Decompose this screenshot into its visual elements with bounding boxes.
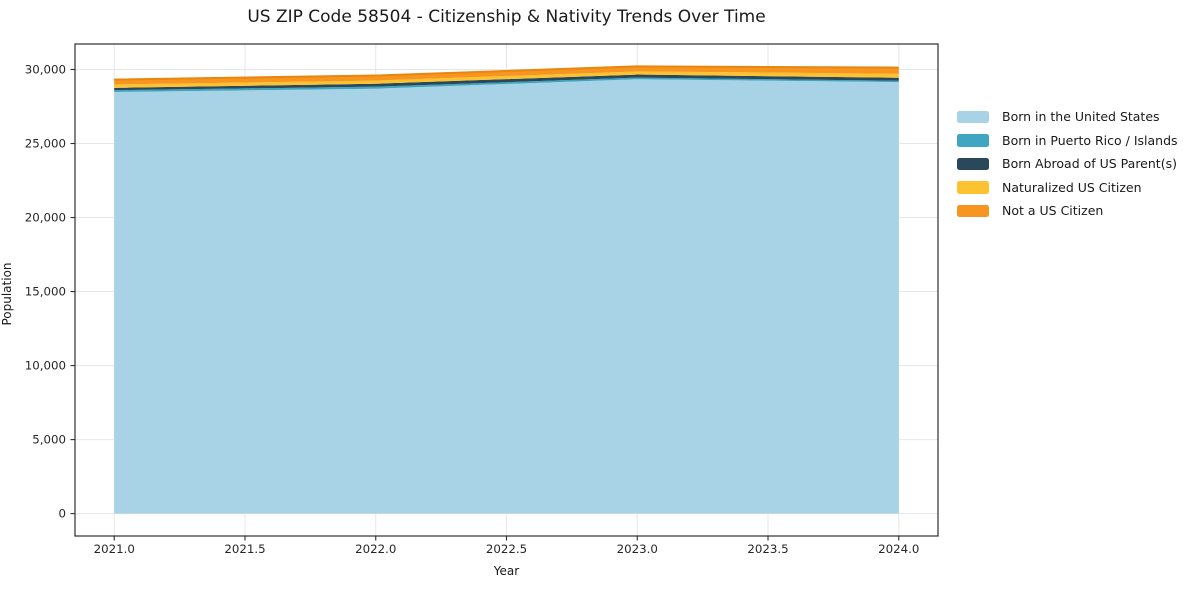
x-tick-label: 2022.5 xyxy=(486,542,527,556)
legend-label: Born Abroad of US Parent(s) xyxy=(1002,156,1177,172)
legend-item: Naturalized US Citizen xyxy=(957,176,1178,200)
x-axis-label: Year xyxy=(493,564,520,578)
legend-item: Born in Puerto Rico / Islands xyxy=(957,129,1178,153)
legend-swatch xyxy=(957,110,989,123)
legend-swatch xyxy=(957,204,989,217)
y-tick-label: 15,000 xyxy=(25,285,66,299)
x-tick-label: 2021.0 xyxy=(94,542,135,556)
x-tick-label: 2022.0 xyxy=(355,542,396,556)
area-series-2 xyxy=(114,74,899,91)
legend-label: Born in the United States xyxy=(1002,109,1160,125)
legend-swatch xyxy=(957,157,989,170)
legend-label: Naturalized US Citizen xyxy=(1002,179,1142,195)
y-tick-label: 0 xyxy=(58,507,66,521)
legend-item: Not a US Citizen xyxy=(957,199,1178,223)
y-tick-label: 20,000 xyxy=(25,211,66,225)
x-tick-label: 2021.5 xyxy=(224,542,265,556)
legend-label: Born in Puerto Rico / Islands xyxy=(1002,132,1178,148)
x-tick-label: 2024.0 xyxy=(878,542,919,556)
legend-item: Born Abroad of US Parent(s) xyxy=(957,152,1178,176)
y-tick-label: 30,000 xyxy=(25,62,66,76)
area-series-1 xyxy=(114,77,899,92)
chart-title: US ZIP Code 58504 - Citizenship & Nativi… xyxy=(247,7,766,27)
legend-swatch xyxy=(957,181,989,194)
y-tick-label: 25,000 xyxy=(25,137,66,151)
area-series-4 xyxy=(114,66,899,85)
legend-swatch xyxy=(957,134,989,147)
stack-top-line xyxy=(114,65,899,81)
y-tick-label: 10,000 xyxy=(25,359,66,373)
legend-label: Not a US Citizen xyxy=(1002,203,1104,219)
y-axis-label: Population xyxy=(0,262,14,326)
legend: Born in the United States Born in Puerto … xyxy=(957,105,1178,223)
area-series-0 xyxy=(114,79,899,514)
legend-item: Born in the United States xyxy=(957,105,1178,129)
y-tick-label: 5,000 xyxy=(32,433,66,447)
x-tick-label: 2023.5 xyxy=(747,542,788,556)
x-tick-label: 2023.0 xyxy=(617,542,658,556)
area-series-3 xyxy=(114,71,899,88)
